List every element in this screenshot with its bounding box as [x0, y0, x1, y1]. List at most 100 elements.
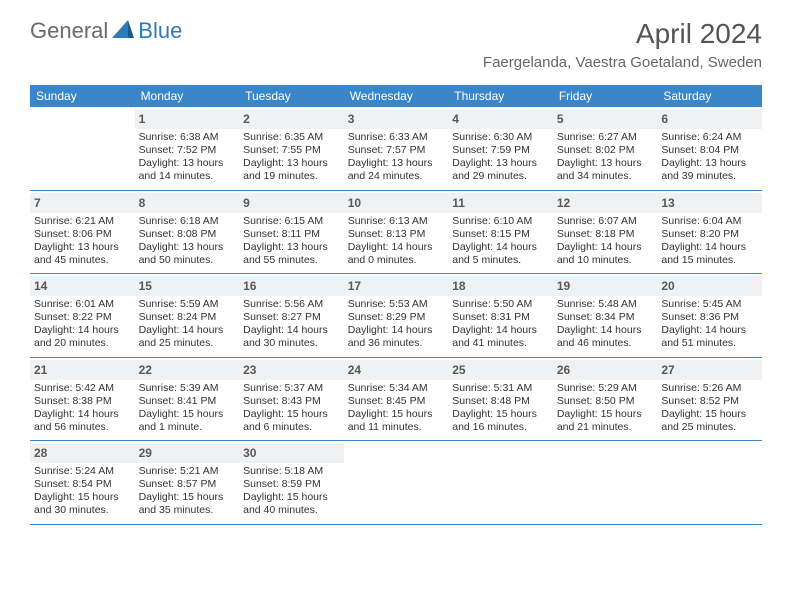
- day-number-row: 11: [448, 193, 553, 213]
- day-detail: Daylight: 14 hours: [557, 324, 654, 337]
- day-header: Thursday: [448, 85, 553, 107]
- day-detail: Sunset: 8:50 PM: [557, 395, 654, 408]
- day-number: 26: [557, 363, 570, 377]
- day-detail: and 45 minutes.: [34, 254, 131, 267]
- day-detail: Daylight: 14 hours: [661, 324, 758, 337]
- day-number-row: 5: [553, 109, 658, 129]
- day-number-row: 8: [135, 193, 240, 213]
- day-detail: Daylight: 15 hours: [34, 491, 131, 504]
- day-detail: Daylight: 13 hours: [661, 157, 758, 170]
- day-detail: Daylight: 14 hours: [452, 241, 549, 254]
- day-detail: and 51 minutes.: [661, 337, 758, 350]
- calendar-cell: 7Sunrise: 6:21 AMSunset: 8:06 PMDaylight…: [30, 190, 135, 274]
- day-detail: Sunrise: 6:01 AM: [34, 298, 131, 311]
- day-detail: Daylight: 14 hours: [34, 324, 131, 337]
- day-detail: Daylight: 14 hours: [348, 324, 445, 337]
- calendar-cell: 21Sunrise: 5:42 AMSunset: 8:38 PMDayligh…: [30, 357, 135, 441]
- day-number-row: 28: [30, 443, 135, 463]
- day-detail: and 40 minutes.: [243, 504, 340, 517]
- day-detail: Daylight: 15 hours: [139, 408, 236, 421]
- calendar-cell: 11 Sunrise: 6:10 AMSunset: 8:15 PMDayligh…: [448, 190, 553, 274]
- calendar-cell: 19Sunrise: 5:48 AMSunset: 8:34 PMDayligh…: [553, 274, 658, 358]
- day-number: 5: [557, 112, 564, 126]
- day-detail: Sunset: 8:20 PM: [661, 228, 758, 241]
- day-detail: Sunset: 8:41 PM: [139, 395, 236, 408]
- calendar-cell: 23Sunrise: 5:37 AMSunset: 8:43 PMDayligh…: [239, 357, 344, 441]
- calendar-week-row: 7 Sunrise: 6:21 AMSunset: 8:06 PM Daylight…: [30, 190, 762, 274]
- day-detail: Sunrise: 6:24 AM: [661, 131, 758, 144]
- day-detail: Daylight: 14 hours: [557, 241, 654, 254]
- calendar-cell: 25Sunrise: 5:31 AMSunset: 8:48 PMDayligh…: [448, 357, 553, 441]
- day-number-row: 18: [448, 276, 553, 296]
- day-detail: Sunrise: 5:39 AM: [139, 382, 236, 395]
- day-detail: and 34 minutes.: [557, 170, 654, 183]
- day-detail: Sunset: 8:18 PM: [557, 228, 654, 241]
- day-detail: and 15 minutes.: [661, 254, 758, 267]
- day-detail: Daylight: 14 hours: [452, 324, 549, 337]
- day-number: 1: [139, 112, 146, 126]
- day-detail: Sunrise: 6:10 AM: [452, 215, 549, 228]
- day-number-row: 7: [30, 193, 135, 213]
- triangle-icon: [112, 20, 134, 43]
- day-detail: and 0 minutes.: [348, 254, 445, 267]
- day-detail: and 6 minutes.: [243, 421, 340, 434]
- day-number: 7: [34, 196, 41, 210]
- day-detail: and 16 minutes.: [452, 421, 549, 434]
- day-detail: Sunrise: 5:37 AM: [243, 382, 340, 395]
- day-detail: Daylight: 13 hours: [243, 241, 340, 254]
- day-number: 18: [452, 279, 465, 293]
- calendar-cell: 2Sunrise: 6:35 AMSunset: 7:55 PMDaylight…: [239, 107, 344, 190]
- day-detail: and 10 minutes.: [557, 254, 654, 267]
- day-detail: Sunset: 8:29 PM: [348, 311, 445, 324]
- day-detail: and 30 minutes.: [243, 337, 340, 350]
- day-detail: Sunrise: 5:53 AM: [348, 298, 445, 311]
- day-detail: Sunrise: 5:29 AM: [557, 382, 654, 395]
- day-number: 16: [243, 279, 256, 293]
- day-detail: Sunrise: 5:34 AM: [348, 382, 445, 395]
- day-number-row: 22: [135, 360, 240, 380]
- day-detail: Daylight: 13 hours: [139, 157, 236, 170]
- day-number-row: 15: [135, 276, 240, 296]
- day-detail: Sunset: 8:04 PM: [661, 144, 758, 157]
- day-detail: and 39 minutes.: [661, 170, 758, 183]
- day-number: 28: [34, 446, 47, 460]
- day-number: 30: [243, 446, 256, 460]
- day-detail: Sunrise: 5:26 AM: [661, 382, 758, 395]
- day-detail: Sunrise: 5:18 AM: [243, 465, 340, 478]
- day-detail: Sunset: 8:52 PM: [661, 395, 758, 408]
- logo-text-2: Blue: [138, 18, 182, 44]
- day-number-row: 29: [135, 443, 240, 463]
- calendar-table: SundayMondayTuesdayWednesdayThursdayFrid…: [30, 85, 762, 525]
- day-number: 12: [557, 196, 570, 210]
- day-number: 22: [139, 363, 152, 377]
- day-detail: and 41 minutes.: [452, 337, 549, 350]
- day-detail: and 20 minutes.: [34, 337, 131, 350]
- calendar-cell: 24Sunrise: 5:34 AMSunset: 8:45 PMDayligh…: [344, 357, 449, 441]
- day-detail: and 11 minutes.: [348, 421, 445, 434]
- day-number: 19: [557, 279, 570, 293]
- calendar-cell: 30Sunrise: 5:18 AMSunset: 8:59 PMDayligh…: [239, 441, 344, 525]
- day-detail: and 35 minutes.: [139, 504, 236, 517]
- day-number: 2: [243, 112, 250, 126]
- day-number-row: 27: [657, 360, 762, 380]
- day-detail: Daylight: 13 hours: [452, 157, 549, 170]
- day-detail: Sunset: 8:15 PM: [452, 228, 549, 241]
- day-detail: Sunrise: 6:07 AM: [557, 215, 654, 228]
- day-number: 11: [452, 196, 465, 210]
- calendar-cell: 1Sunrise: 6:38 AMSunset: 7:52 PMDaylight…: [135, 107, 240, 190]
- day-detail: Sunset: 8:24 PM: [139, 311, 236, 324]
- day-detail: and 56 minutes.: [34, 421, 131, 434]
- day-number-row: 14: [30, 276, 135, 296]
- day-number: 15: [139, 279, 152, 293]
- day-detail: Sunset: 7:55 PM: [243, 144, 340, 157]
- day-number: 25: [452, 363, 465, 377]
- day-detail: Sunrise: 5:50 AM: [452, 298, 549, 311]
- day-number-row: 26: [553, 360, 658, 380]
- day-detail: Sunrise: 6:21 AM: [34, 215, 131, 228]
- day-detail: Sunset: 8:06 PM: [34, 228, 131, 241]
- day-detail: Sunrise: 5:42 AM: [34, 382, 131, 395]
- day-number: 8: [139, 196, 146, 210]
- day-detail: and 30 minutes.: [34, 504, 131, 517]
- day-detail: and 25 minutes.: [139, 337, 236, 350]
- day-header: Saturday: [657, 85, 762, 107]
